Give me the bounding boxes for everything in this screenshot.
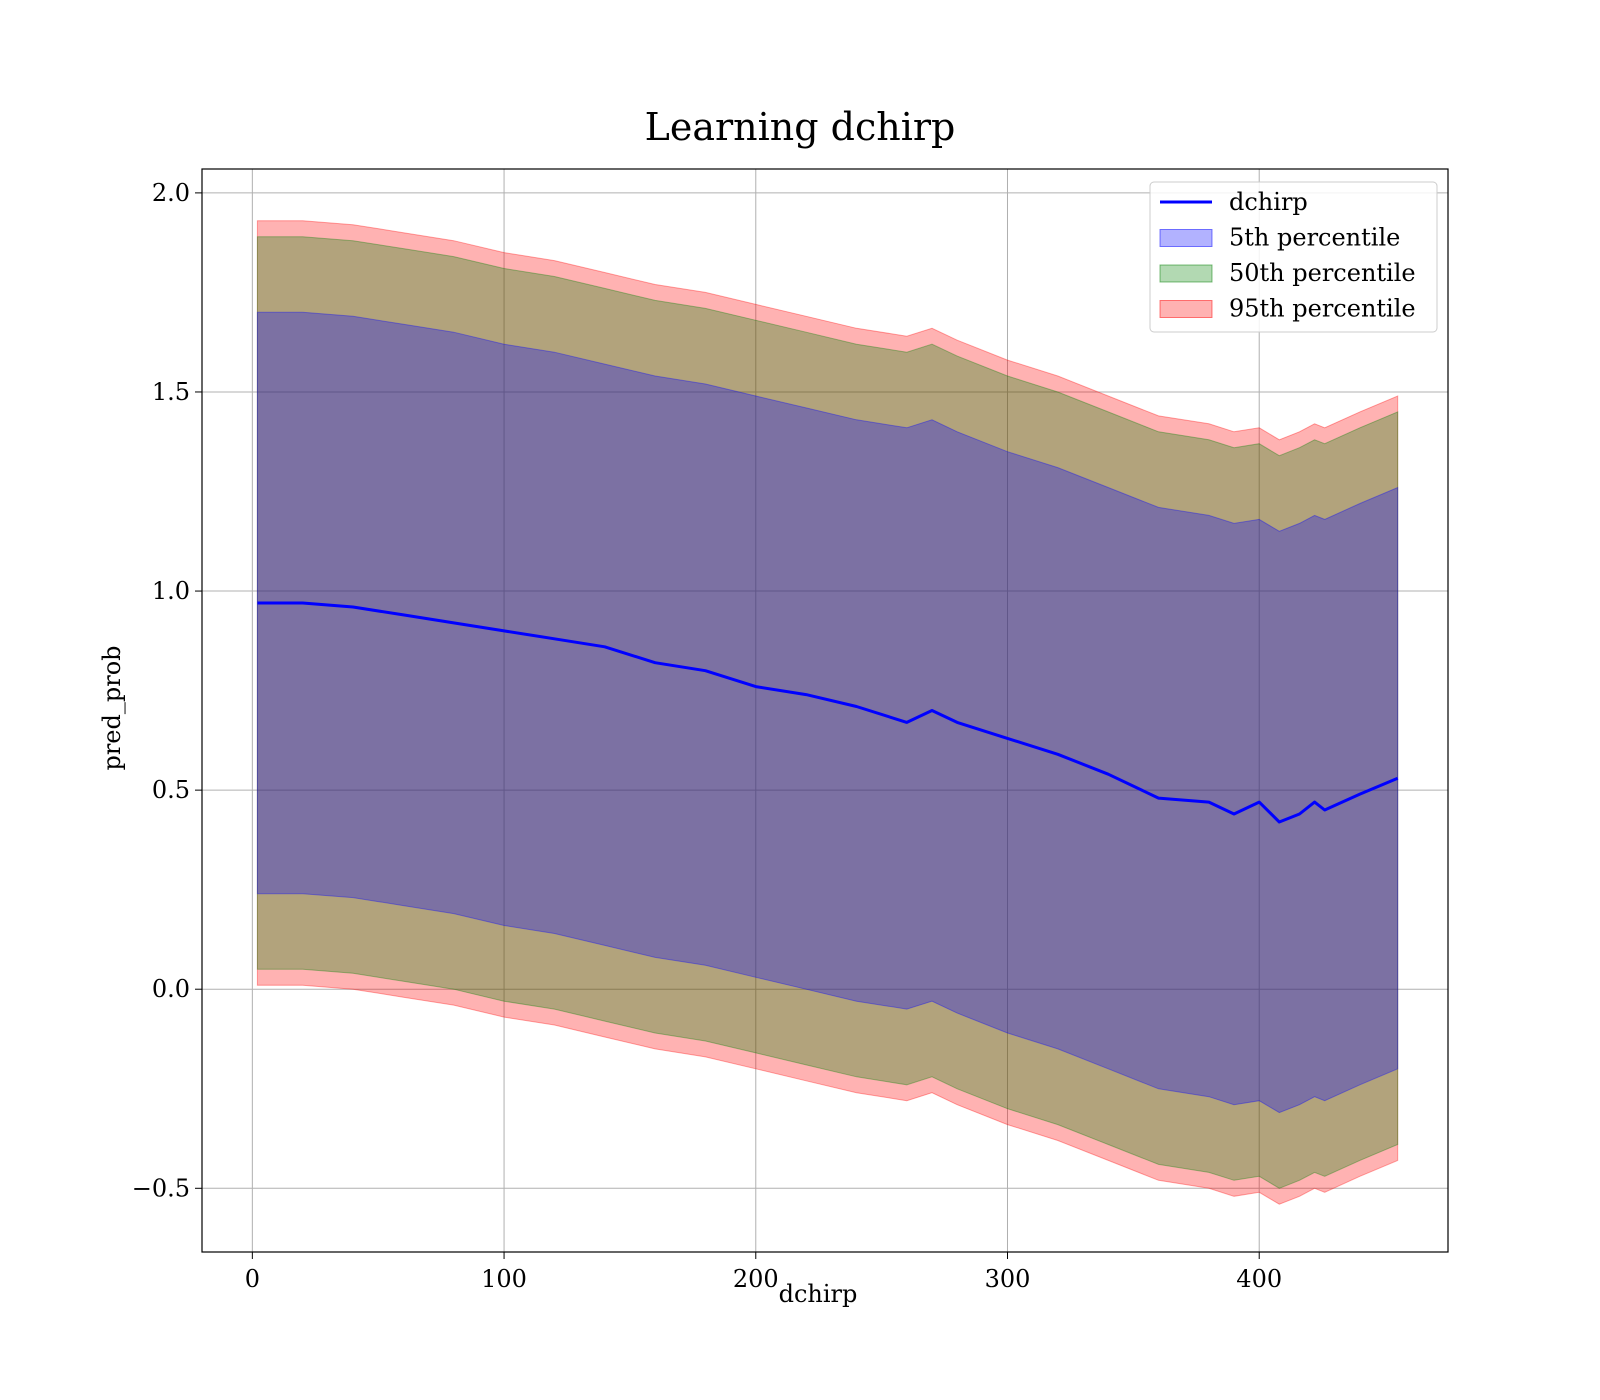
y-tick-label: 0.0 (152, 975, 190, 1003)
x-ticks: 0 100 200 300 400 (245, 1252, 1282, 1293)
y-tick-label: −0.5 (132, 1174, 190, 1202)
y-tick-label: 2.0 (152, 179, 190, 207)
x-axis-label: dchirp (779, 1280, 858, 1308)
grid (202, 169, 1448, 1252)
y-tick-label: 0.5 (152, 776, 190, 804)
legend: dchirp 5th percentile 50th percentile 95th … (1149, 181, 1438, 333)
legend-label-dchirp: dchirp (1229, 188, 1308, 216)
y-ticks: −0.5 0.0 0.5 1.0 1.5 2.0 (132, 179, 202, 1202)
x-tick-label: 100 (481, 1265, 527, 1293)
band-5th-percentile (256, 311, 1399, 1114)
legend-label-50th-percentile: 50th percentile (1229, 259, 1416, 287)
band-50th-percentile (256, 236, 1399, 1189)
series-lines (257, 601, 1399, 824)
legend-swatch-95th-percentile (1159, 300, 1213, 318)
chart-title: Learning dchirp (645, 105, 956, 149)
x-tick-label: 400 (1236, 1265, 1282, 1293)
series-line-dchirp (257, 601, 1399, 824)
y-tick-label: 1.0 (152, 577, 190, 605)
legend-box (1149, 181, 1438, 333)
x-tick-label: 300 (985, 1265, 1031, 1293)
y-axis-label: pred_prob (98, 645, 126, 770)
band-95th-percentile (256, 220, 1399, 1205)
plot-frame (201, 168, 1449, 1253)
legend-label-5th-percentile: 5th percentile (1229, 224, 1400, 252)
x-tick-label: 0 (245, 1265, 260, 1293)
legend-label-95th-percentile: 95th percentile (1229, 295, 1416, 323)
percentile-bands (256, 220, 1399, 1205)
y-tick-label: 1.5 (152, 378, 190, 406)
legend-swatch-5th-percentile (1159, 229, 1213, 247)
legend-swatch-50th-percentile (1159, 264, 1213, 283)
x-tick-label: 200 (733, 1265, 779, 1293)
